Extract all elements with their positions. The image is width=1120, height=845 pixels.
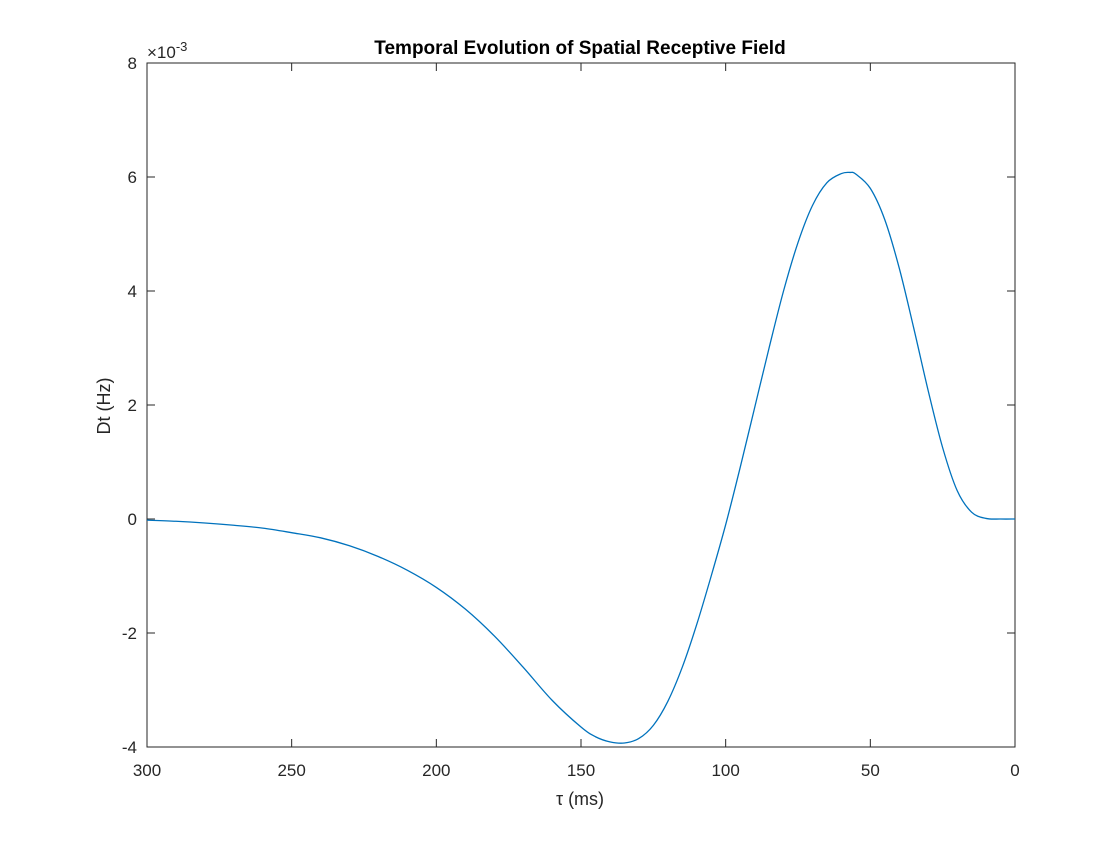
y-tick-label: -4 — [122, 738, 137, 757]
series-line — [146, 171, 1016, 744]
x-axis-label: τ (ms) — [556, 789, 604, 809]
y-axis-label: Dt (Hz) — [94, 378, 114, 435]
series-layer — [146, 171, 1016, 744]
x-tick-label: 100 — [711, 761, 739, 780]
y-tick-label: 6 — [128, 168, 137, 187]
x-tick-label: 0 — [1010, 761, 1019, 780]
y-tick-label: -2 — [122, 624, 137, 643]
x-axis-ticks: 300 250 200 150 100 50 0 — [133, 63, 1020, 780]
y-tick-label: 8 — [128, 54, 137, 73]
y-tick-label: 2 — [128, 396, 137, 415]
x-tick-label: 150 — [567, 761, 595, 780]
y-axis-ticks: -4 -2 0 2 4 6 8 — [122, 54, 1015, 757]
y-axis-exponent-power: -3 — [176, 39, 188, 54]
axes-box — [146, 62, 1016, 748]
x-tick-label: 300 — [133, 761, 161, 780]
x-tick-label: 250 — [277, 761, 305, 780]
y-tick-label: 0 — [128, 510, 137, 529]
chart-title: Temporal Evolution of Spatial Receptive … — [374, 38, 785, 59]
y-axis-exponent-base: ×10 — [147, 43, 176, 62]
y-tick-label: 4 — [128, 282, 137, 301]
y-axis-exponent: ×10-3 — [147, 39, 187, 62]
x-tick-label: 50 — [861, 761, 880, 780]
x-tick-label: 200 — [422, 761, 450, 780]
